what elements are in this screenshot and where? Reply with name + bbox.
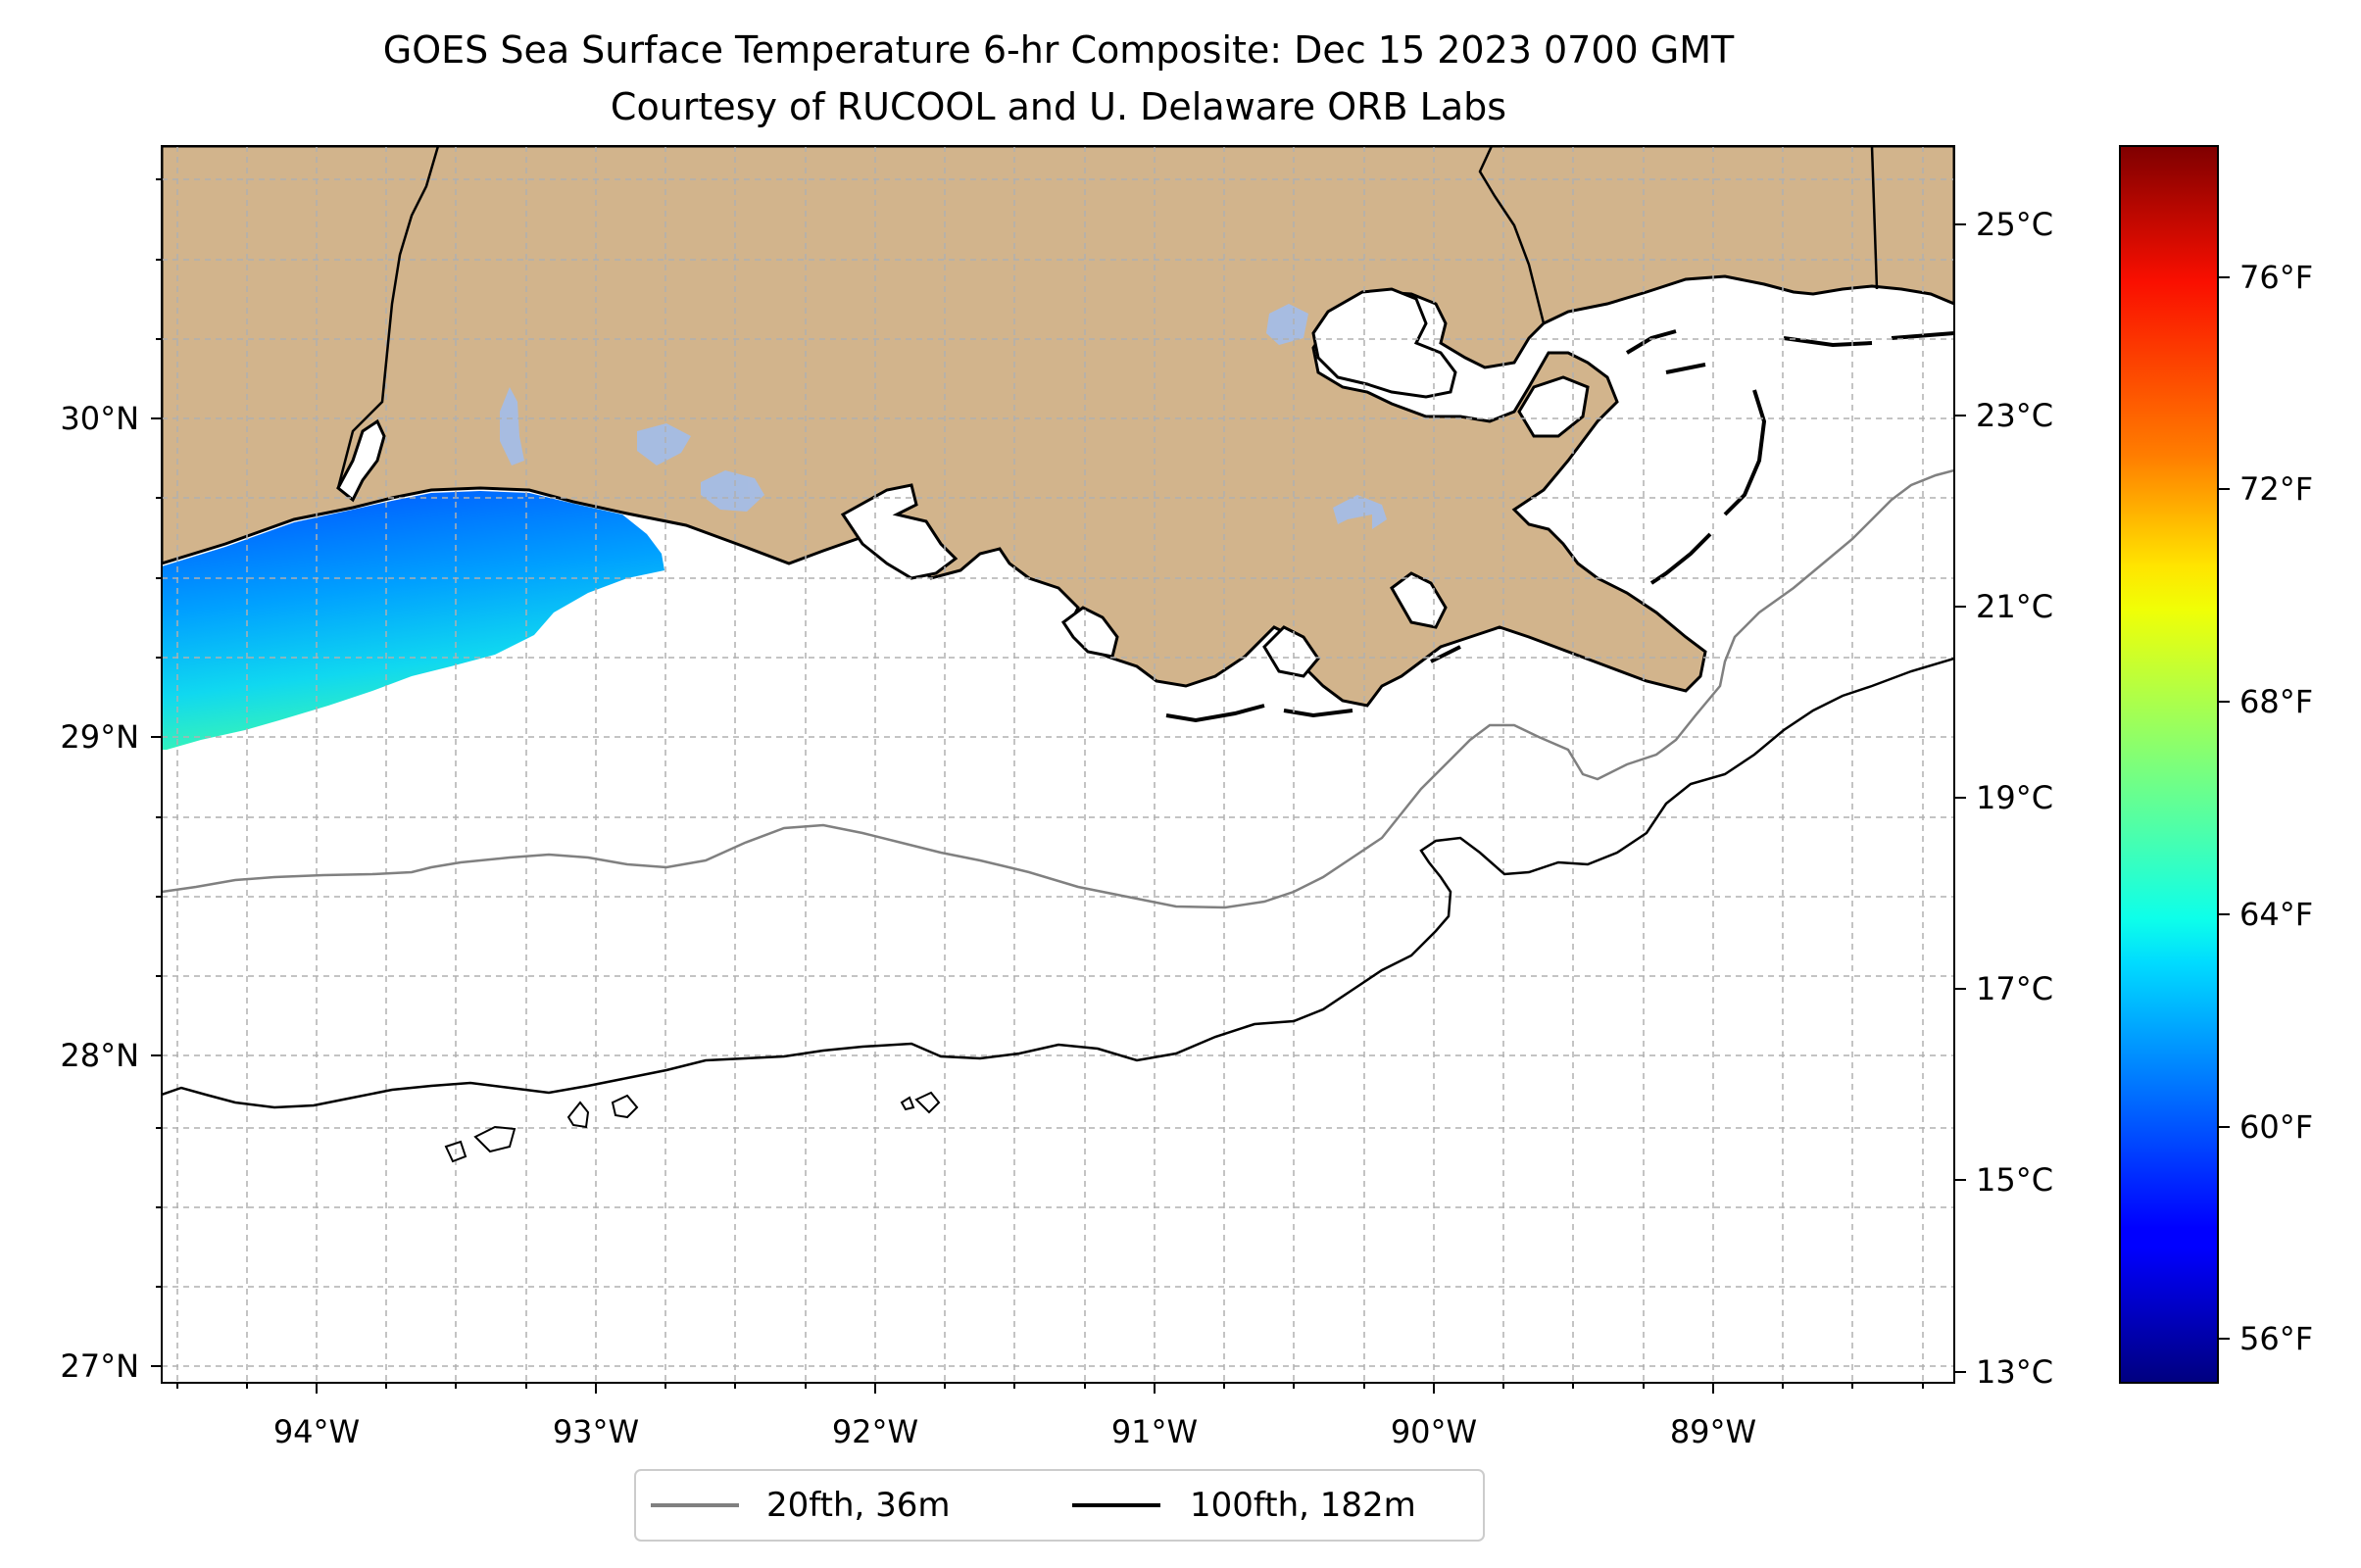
atchafalaya-bay [1060,606,1119,659]
lon-axis [176,1383,1924,1394]
pearl-river-boundary [1478,146,1546,324]
contour-20fth [162,468,1954,909]
sabine-river-boundary [336,146,440,489]
fahrenheit-tick-label: 60°F [2239,1108,2313,1146]
lake-pontchartrain [1311,287,1457,399]
lat-tick-label: 28°N [60,1037,139,1074]
lon-tick-label: 93°W [553,1413,639,1450]
chart-subtitle: Courtesy of RUCOOL and U. Delaware ORB L… [611,85,1506,128]
legend-label-20fth: 20fth, 36m [766,1486,951,1525]
fahrenheit-tick-label: 76°F [2239,259,2313,296]
celsius-tick-label: 19°C [1976,779,2053,816]
celsius-tick-label: 25°C [1976,206,2053,243]
sst-data-coverage [162,491,664,750]
contour-100fth [162,657,1954,1109]
lon-tick-label: 90°W [1391,1413,1477,1450]
colorbar [2119,145,2219,1384]
lon-tick-label: 94°W [273,1413,360,1450]
legend: 20fth, 36m 100fth, 182m [634,1469,1485,1542]
barataria-bay [1390,571,1448,629]
lon-tick-label: 91°W [1111,1413,1198,1450]
celsius-tick-label: 13°C [1976,1353,2053,1391]
fahrenheit-tick-label: 68°F [2239,683,2313,720]
lake-borgne [1517,375,1590,438]
lat-tick-label: 27°N [60,1348,139,1385]
fahrenheit-tick-label: 56°F [2239,1320,2313,1357]
gridlines [162,146,1954,1383]
celsius-tick-label: 15°C [1976,1161,2053,1199]
lat-tick-label: 30°N [60,400,139,437]
legend-label-100fth: 100fth, 182m [1190,1486,1416,1525]
fahrenheit-axis [2218,276,2230,1340]
chart-title: GOES Sea Surface Temperature 6-hr Compos… [383,28,1735,72]
fahrenheit-tick-label: 64°F [2239,896,2313,933]
lat-tick-label: 29°N [60,718,139,756]
lon-tick-label: 89°W [1670,1413,1756,1450]
celsius-axis [1954,223,1966,1373]
lon-tick-label: 92°W [832,1413,918,1450]
inland-water-features [500,304,1387,529]
sabine-lake [336,418,386,503]
fahrenheit-tick-label: 72°F [2239,470,2313,508]
legend-box [634,1469,1485,1542]
map-panel[interactable] [162,146,1954,1383]
lat-axis [151,178,162,1367]
celsius-tick-label: 21°C [1976,588,2053,625]
barrier-islands [1165,329,1954,723]
terrebonne-bay [1262,625,1320,678]
celsius-tick-label: 23°C [1976,397,2053,434]
celsius-tick-label: 17°C [1976,970,2053,1007]
map-frame [161,145,1955,1384]
contour-islets [444,1091,941,1163]
state-boundary [1870,146,1879,290]
vermilion-bay [840,483,959,580]
